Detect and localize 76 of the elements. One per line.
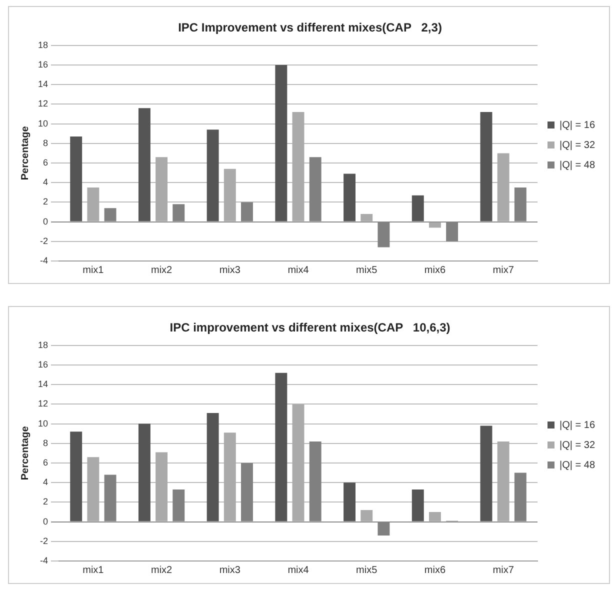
y-tick-label: -2 [40, 536, 48, 546]
bar [412, 195, 424, 222]
legend-label: |Q| = 48 [560, 460, 596, 471]
bar [480, 426, 492, 522]
bar [138, 424, 150, 522]
y-axis-title: Percentage [20, 126, 31, 180]
y-tick-label: 2 [42, 496, 48, 507]
bar [206, 130, 219, 222]
x-tick-label: mix5 [356, 564, 378, 576]
bar [344, 174, 356, 222]
y-tick-label: 4 [42, 477, 48, 488]
x-tick-label: mix6 [424, 264, 446, 276]
legend-label: |Q| = 16 [560, 420, 596, 431]
bar [497, 441, 510, 522]
x-tick-label: mix2 [150, 564, 173, 576]
bar [224, 432, 236, 522]
y-tick-label: -4 [40, 555, 48, 566]
y-tick-label: 4 [42, 177, 48, 188]
bar [156, 452, 168, 522]
y-tick-label: 18 [38, 340, 48, 350]
bar [360, 214, 373, 222]
bar [224, 168, 236, 222]
bar [428, 222, 441, 228]
x-tick-label: mix1 [82, 264, 104, 276]
y-tick-label: 0 [42, 216, 48, 226]
y-tick-label: 6 [42, 457, 48, 468]
bar [497, 153, 510, 222]
bar [138, 108, 150, 222]
y-tick-label: 0 [42, 516, 48, 526]
y-tick-label: 8 [42, 438, 48, 448]
chart-title: IPC improvement vs different mixes(CAP 10,6,3) [170, 320, 450, 335]
bar [412, 489, 424, 522]
x-tick-label: mix1 [82, 564, 104, 576]
bar [360, 510, 373, 522]
y-tick-label: 18 [38, 40, 48, 50]
x-tick-label: mix5 [356, 264, 378, 276]
y-tick-label: 6 [42, 157, 48, 168]
y-tick-label: 12 [38, 398, 48, 409]
y-tick-label: 14 [38, 79, 48, 90]
x-tick-label: mix3 [219, 564, 241, 576]
bar [292, 112, 304, 222]
bar [87, 457, 100, 522]
x-tick-label: mix4 [288, 264, 310, 276]
y-tick-label: 16 [38, 359, 48, 370]
x-tick-label: mix3 [219, 264, 241, 276]
bar [206, 413, 219, 522]
y-tick-label: 10 [38, 418, 48, 428]
x-tick-label: mix4 [288, 564, 310, 576]
y-tick-label: -2 [40, 236, 48, 246]
bar [275, 65, 288, 222]
bar [87, 188, 100, 222]
legend-label: |Q| = 48 [560, 160, 596, 171]
y-tick-label: -4 [40, 255, 48, 266]
bar [70, 432, 82, 522]
bar [344, 482, 356, 522]
bar [156, 157, 168, 222]
y-tick-label: 12 [38, 98, 48, 109]
x-tick-label: mix6 [424, 564, 446, 576]
legend-label: |Q| = 32 [560, 140, 596, 151]
x-tick-label: mix7 [492, 564, 514, 576]
x-tick-label: mix2 [150, 264, 173, 276]
bar [292, 404, 304, 522]
x-tick-label: mix7 [492, 264, 514, 276]
y-axis-title: Percentage [20, 426, 31, 480]
legend-label: |Q| = 32 [560, 440, 596, 451]
legend-label: |Q| = 16 [560, 120, 596, 131]
y-tick-label: 16 [38, 59, 48, 70]
bar [428, 512, 441, 522]
bar [480, 112, 492, 222]
y-tick-label: 10 [38, 118, 48, 128]
chart-title: IPC Improvement vs different mixes(CAP 2,3) [178, 20, 442, 35]
y-tick-label: 8 [42, 138, 48, 148]
y-tick-label: 2 [42, 196, 48, 207]
bar [70, 136, 82, 222]
y-tick-label: 14 [38, 379, 48, 390]
bar [275, 372, 288, 522]
